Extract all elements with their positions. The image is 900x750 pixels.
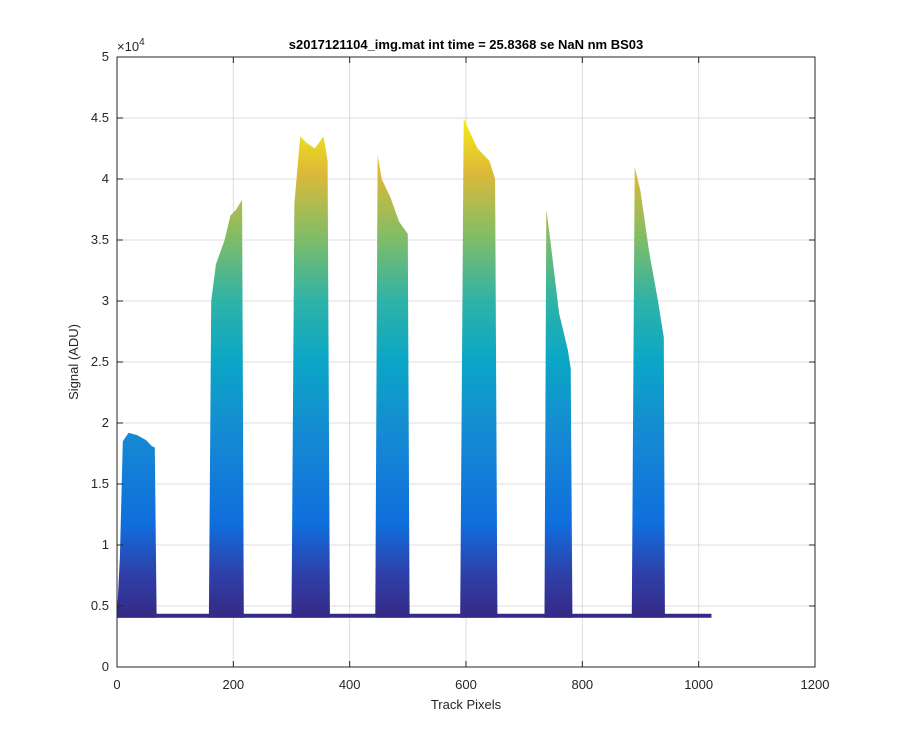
x-tick-label: 0 [113,677,120,692]
y-tick-label: 0 [102,659,109,674]
x-tick-label: 600 [455,677,477,692]
x-axis-label: Track Pixels [431,697,502,712]
chart-title: s2017121104_img.mat int time = 25.8368 s… [289,37,643,52]
signal-peak-6 [544,209,573,618]
y-tick-label: 5 [102,49,109,64]
y-tick-label: 4 [102,171,109,186]
signal-peak-7 [631,166,665,618]
x-tick-label: 400 [339,677,361,692]
signal-peak-4 [375,154,410,618]
baseline-band [117,613,712,618]
ticks: 0 200 400 600 800 1000 1200 0 0.5 1 1.5 2 2.5 3 3.5 4 4.… [91,49,830,692]
y-tick-label: 1 [102,537,109,552]
y-tick-label: 3.5 [91,232,109,247]
y-tick-label: 1.5 [91,476,109,491]
signal-peak-2 [208,199,244,618]
y-tick-label: 2.5 [91,354,109,369]
signal-peak-3 [291,136,330,618]
x-tick-label: 1200 [801,677,830,692]
x-tick-label: 800 [571,677,593,692]
y-axis-label: Signal (ADU) [66,324,81,400]
y-tick-label: 0.5 [91,598,109,613]
y-tick-label: 4.5 [91,110,109,125]
y-tick-label: 2 [102,415,109,430]
x-tick-label: 1000 [684,677,713,692]
x-tick-label: 200 [222,677,244,692]
y-exponent: ×104 [117,37,145,54]
data-areas [117,118,712,618]
y-tick-label: 3 [102,293,109,308]
signal-peak-5 [460,118,498,618]
signal-peak-1 [117,432,157,618]
